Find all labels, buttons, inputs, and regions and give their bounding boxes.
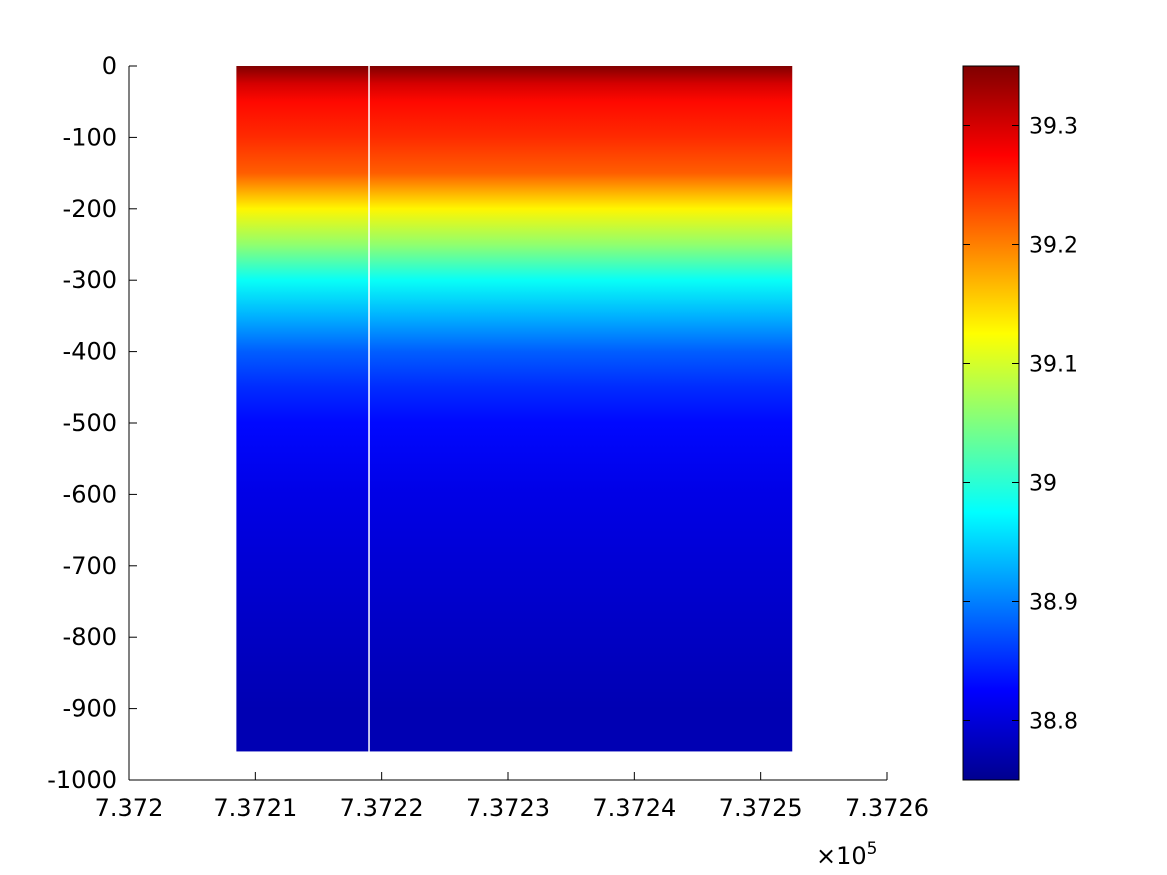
colorbar-tick-label: 39.1	[1029, 353, 1078, 378]
colorbar-tick-label: 39.3	[1029, 115, 1078, 140]
y-tick-label: -700	[63, 552, 117, 580]
plot-area	[236, 66, 793, 752]
x-tick-label: 7.3724	[592, 794, 676, 822]
y-tick-label: -500	[63, 409, 117, 437]
x-exponent-label: ×105	[816, 839, 877, 870]
x-ticks: 7.372 7.3721 7.3722 7.3723 7.3724 7.3725 7.372…	[95, 772, 929, 822]
y-ticks: 0 -100 -200 -300 -400 -500 -600 -700 -800 -900 -10…	[47, 52, 137, 794]
x-tick-label: 7.3721	[213, 794, 297, 822]
colorbar-tick-label: 39	[1029, 472, 1057, 497]
y-tick-label: -600	[63, 480, 117, 508]
axes: 7.372 7.3721 7.3722 7.3723 7.3724 7.3725 7.372…	[47, 52, 929, 870]
y-tick-label: -400	[63, 338, 117, 366]
y-tick-label: -800	[63, 623, 117, 651]
heatmap-field	[236, 66, 793, 752]
colorbar-frame	[962, 65, 1020, 781]
y-tick-label: -1000	[47, 766, 117, 794]
y-tick-label: -900	[63, 695, 117, 723]
y-tick-label: -100	[63, 123, 117, 151]
x-tick-label: 7.3723	[466, 794, 550, 822]
x-tick-label: 7.372	[95, 794, 164, 822]
y-tick-label: -300	[63, 266, 117, 294]
y-tick-label: -200	[63, 195, 117, 223]
colorbar-tick-label: 39.2	[1029, 234, 1078, 259]
colorbar: 38.8 38.9 39 39.1 39.2 39.3	[962, 65, 1078, 781]
colorbar-tick-label: 38.9	[1029, 591, 1078, 616]
colorbar-gradient	[963, 66, 1019, 780]
colorbar-ticks: 38.8 38.9 39 39.1 39.2 39.3	[963, 115, 1078, 735]
x-tick-label: 7.3725	[719, 794, 803, 822]
x-tick-label: 7.3726	[845, 794, 929, 822]
y-tick-label: 0	[102, 52, 117, 80]
colorbar-tick-label: 38.8	[1029, 710, 1078, 735]
heatmap-layer	[236, 66, 793, 752]
x-tick-label: 7.3722	[340, 794, 424, 822]
